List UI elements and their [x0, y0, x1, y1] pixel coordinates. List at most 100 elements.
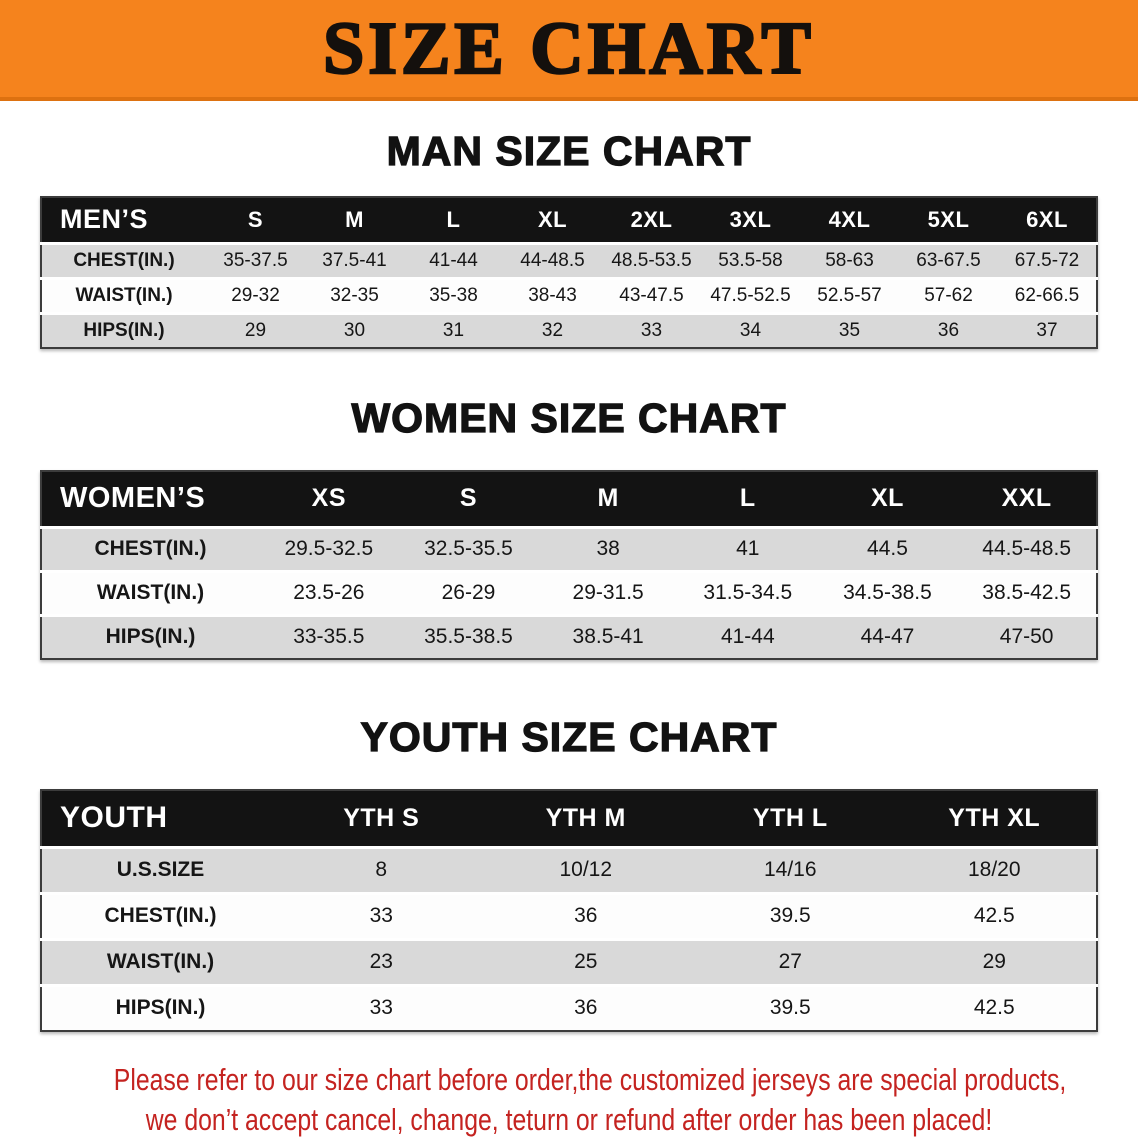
order-notice-line-2: we don’t accept cancel, change, teturn o…	[145, 1102, 993, 1137]
size-column-header: XL	[817, 471, 958, 527]
size-value-cell: 35-37.5	[206, 241, 305, 278]
size-value-cell: 32	[503, 311, 602, 348]
size-column-header: 6XL	[998, 197, 1097, 243]
row-label: WAIST(IN.)	[41, 937, 279, 985]
page-title: SIZE CHART	[322, 7, 815, 90]
size-value-cell: 47.5-52.5	[701, 276, 800, 313]
order-notice-line-1: Please refer to our size chart before or…	[113, 1062, 1067, 1097]
size-column-header: XXL	[957, 471, 1097, 527]
size-column-header: S	[398, 471, 539, 527]
size-value-cell: 43-47.5	[602, 276, 701, 313]
size-value-cell: 26-29	[398, 569, 539, 615]
size-column-header: L	[677, 471, 818, 527]
size-value-cell: 42.5	[892, 983, 1097, 1031]
size-value-cell: 29	[892, 937, 1097, 985]
table-row: WAIST(IN.) 29-32 32-35 35-38 38-43 43-47.5 47.…	[41, 276, 1097, 313]
size-value-cell: 41-44	[404, 241, 503, 278]
size-value-cell: 29.5-32.5	[259, 525, 399, 571]
size-value-cell: 32-35	[305, 276, 404, 313]
size-value-cell: 52.5-57	[800, 276, 899, 313]
size-column-header: YTH L	[688, 790, 893, 847]
table-row: U.S.SIZE 8 10/12 14/16 18/20	[41, 845, 1097, 893]
table-corner-label: MEN’S	[41, 197, 206, 243]
row-label: CHEST(IN.)	[41, 891, 279, 939]
size-value-cell: 44.5	[817, 525, 958, 571]
size-value-cell: 14/16	[688, 845, 893, 893]
size-column-header: 4XL	[800, 197, 899, 243]
row-label: HIPS(IN.)	[41, 613, 259, 659]
size-column-header: L	[404, 197, 503, 243]
table-row: HIPS(IN.) 29 30 31 32 33 34 35 36 37	[41, 311, 1097, 348]
youth-size-table: YOUTH YTH S YTH M YTH L YTH XL U.S.SIZE 8 10/12…	[40, 789, 1098, 1032]
size-value-cell: 25	[483, 937, 688, 985]
size-value-cell: 62-66.5	[998, 276, 1097, 313]
size-chart-banner: SIZE CHART	[0, 0, 1138, 101]
women-section: WOMEN SIZE CHART WOMEN’S XS S M L XL XXL CHEST(…	[0, 394, 1138, 660]
size-value-cell: 48.5-53.5	[602, 241, 701, 278]
size-column-header: XS	[259, 471, 399, 527]
size-value-cell: 38.5-42.5	[957, 569, 1097, 615]
size-value-cell: 27	[688, 937, 893, 985]
table-row: HIPS(IN.) 33 36 39.5 42.5	[41, 983, 1097, 1031]
size-value-cell: 47-50	[957, 613, 1097, 659]
table-header-row: YOUTH YTH S YTH M YTH L YTH XL	[41, 790, 1097, 847]
size-column-header: YTH M	[483, 790, 688, 847]
table-row: CHEST(IN.) 29.5-32.5 32.5-35.5 38 41 44.5 44.5…	[41, 525, 1097, 571]
size-value-cell: 39.5	[688, 891, 893, 939]
size-value-cell: 67.5-72	[998, 241, 1097, 278]
size-value-cell: 36	[483, 983, 688, 1031]
size-value-cell: 31	[404, 311, 503, 348]
table-row: WAIST(IN.) 23.5-26 26-29 29-31.5 31.5-34.5 34…	[41, 569, 1097, 615]
size-value-cell: 41-44	[677, 613, 818, 659]
size-value-cell: 30	[305, 311, 404, 348]
size-value-cell: 29	[206, 311, 305, 348]
size-column-header: YTH XL	[892, 790, 1097, 847]
table-corner-label: YOUTH	[41, 790, 279, 847]
youth-section: YOUTH SIZE CHART YOUTH YTH S YTH M YTH L YTH…	[0, 713, 1138, 1032]
size-value-cell: 33	[602, 311, 701, 348]
row-label: HIPS(IN.)	[41, 983, 279, 1031]
size-value-cell: 38.5-41	[538, 613, 678, 659]
size-value-cell: 41	[677, 525, 818, 571]
size-value-cell: 63-67.5	[899, 241, 998, 278]
size-value-cell: 35-38	[404, 276, 503, 313]
table-row: CHEST(IN.) 35-37.5 37.5-41 41-44 44-48.5 48.5…	[41, 241, 1097, 278]
row-label: WAIST(IN.)	[41, 276, 206, 313]
size-column-header: YTH S	[279, 790, 484, 847]
size-value-cell: 53.5-58	[701, 241, 800, 278]
size-value-cell: 39.5	[688, 983, 893, 1031]
row-label: WAIST(IN.)	[41, 569, 259, 615]
size-value-cell: 58-63	[800, 241, 899, 278]
size-value-cell: 35	[800, 311, 899, 348]
size-value-cell: 37	[998, 311, 1097, 348]
table-row: WAIST(IN.) 23 25 27 29	[41, 937, 1097, 985]
size-value-cell: 44.5-48.5	[957, 525, 1097, 571]
order-notice: Please refer to our size chart before or…	[0, 1060, 1138, 1140]
men-size-table: MEN’S S M L XL 2XL 3XL 4XL 5XL 6XL CHEST(IN.) 35-37…	[40, 196, 1098, 349]
size-value-cell: 42.5	[892, 891, 1097, 939]
table-row: HIPS(IN.) 33-35.5 35.5-38.5 38.5-41 41-44 44-…	[41, 613, 1097, 659]
size-value-cell: 33	[279, 983, 484, 1031]
table-row: CHEST(IN.) 33 36 39.5 42.5	[41, 891, 1097, 939]
size-value-cell: 33	[279, 891, 484, 939]
youth-section-heading: YOUTH SIZE CHART	[360, 713, 778, 760]
size-column-header: M	[538, 471, 678, 527]
size-value-cell: 23.5-26	[259, 569, 399, 615]
size-value-cell: 10/12	[483, 845, 688, 893]
size-value-cell: 23	[279, 937, 484, 985]
size-value-cell: 38	[538, 525, 678, 571]
men-section-heading: MAN SIZE CHART	[386, 127, 752, 174]
row-label: HIPS(IN.)	[41, 311, 206, 348]
size-column-header: XL	[503, 197, 602, 243]
size-value-cell: 18/20	[892, 845, 1097, 893]
size-value-cell: 33-35.5	[259, 613, 399, 659]
size-value-cell: 36	[899, 311, 998, 348]
size-value-cell: 44-47	[817, 613, 958, 659]
size-column-header: S	[206, 197, 305, 243]
table-header-row: WOMEN’S XS S M L XL XXL	[41, 471, 1097, 527]
size-value-cell: 29-32	[206, 276, 305, 313]
women-size-table: WOMEN’S XS S M L XL XXL CHEST(IN.) 29.5-32.5 32.5…	[40, 470, 1098, 660]
size-column-header: 5XL	[899, 197, 998, 243]
size-column-header: 3XL	[701, 197, 800, 243]
size-column-header: M	[305, 197, 404, 243]
